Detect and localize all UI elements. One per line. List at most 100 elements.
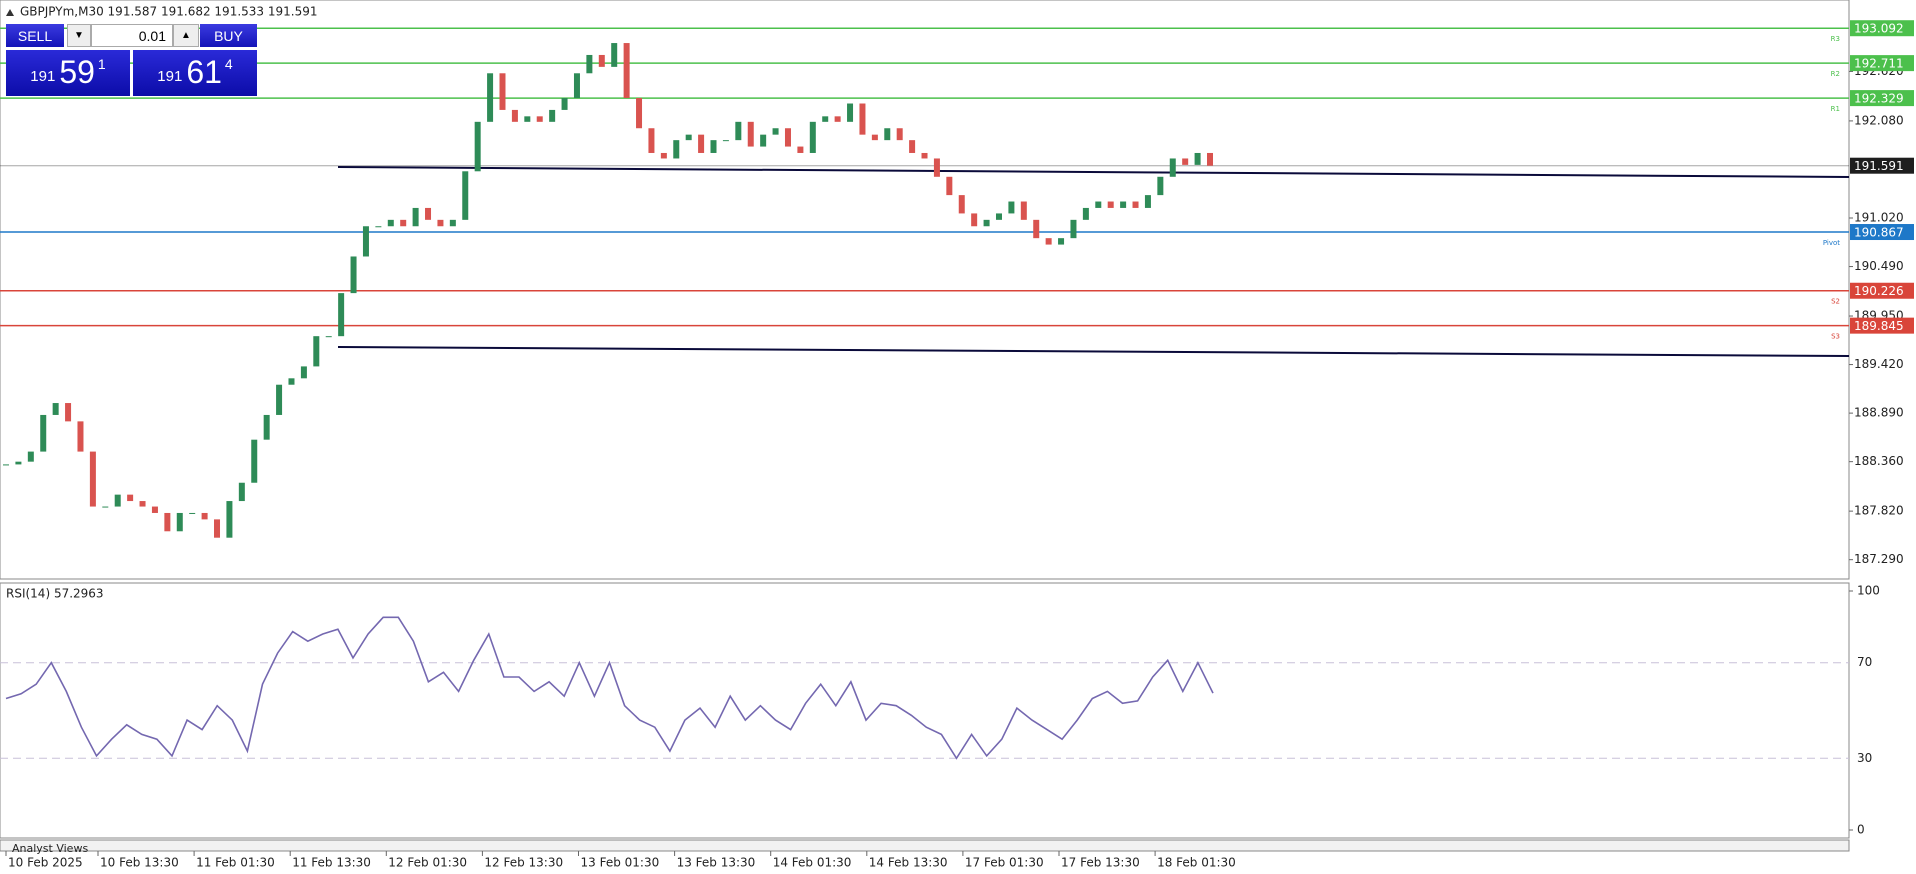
candle xyxy=(896,128,903,141)
candle xyxy=(772,128,779,135)
y-tick-label: 70 xyxy=(1857,655,1872,669)
level-tag-label: 190.226 xyxy=(1854,284,1904,298)
candle xyxy=(487,73,494,122)
price-small: 1 xyxy=(97,56,106,72)
rsi-line xyxy=(5,616,1214,760)
symbol-info: GBPJPYm,M30 191.587 191.682 191.533 191.… xyxy=(20,5,318,19)
sell-button[interactable]: SELL xyxy=(6,24,64,47)
candle xyxy=(524,116,531,122)
candle xyxy=(710,140,717,153)
level-tag xyxy=(1850,224,1914,241)
price-main: 59 xyxy=(59,54,95,90)
trend-line xyxy=(337,346,1850,357)
candle xyxy=(350,256,357,294)
candle xyxy=(214,519,221,538)
price-panel-border xyxy=(0,0,1850,580)
candle xyxy=(784,128,791,147)
candle xyxy=(809,121,816,153)
candle xyxy=(760,134,767,147)
candle xyxy=(722,140,729,142)
level-tag-label: 192.329 xyxy=(1854,92,1904,106)
x-tick-label: 11 Feb 13:30 xyxy=(292,856,371,870)
candle xyxy=(1070,219,1077,239)
candle xyxy=(276,384,283,415)
collapse-icon[interactable] xyxy=(6,9,14,16)
candle xyxy=(660,152,667,159)
candle xyxy=(15,461,22,465)
level-tag xyxy=(1850,157,1914,174)
level-tag xyxy=(1850,282,1914,299)
candle xyxy=(1107,201,1114,208)
y-tick-label: 187.820 xyxy=(1854,504,1904,518)
level-name: S2 xyxy=(1831,298,1840,306)
candle xyxy=(971,213,978,227)
sell-price[interactable]: 191 59 1 xyxy=(6,50,130,96)
y-tick-label: 30 xyxy=(1857,751,1872,765)
candle xyxy=(1033,219,1040,239)
price-big: 191 xyxy=(30,68,56,85)
candle xyxy=(89,451,96,507)
candle xyxy=(139,501,146,507)
candle xyxy=(425,207,432,220)
x-tick-label: 14 Feb 01:30 xyxy=(773,856,852,870)
candle xyxy=(586,54,593,74)
candle xyxy=(65,403,72,422)
y-tick-label: 0 xyxy=(1857,823,1865,837)
level-tag-label: 193.092 xyxy=(1854,22,1904,36)
buy-price[interactable]: 191 61 4 xyxy=(133,50,257,96)
candle xyxy=(797,146,804,153)
candle xyxy=(995,213,1002,220)
candle xyxy=(871,134,878,141)
candle xyxy=(362,226,369,257)
level-tag xyxy=(1850,55,1914,72)
candle xyxy=(511,109,518,122)
lot-down[interactable]: ▼ xyxy=(67,24,91,47)
rsi-panel-border xyxy=(0,582,1850,839)
candle xyxy=(611,43,618,67)
level-name: Pivot xyxy=(1823,239,1840,247)
x-tick-label: 10 Feb 2025 xyxy=(8,856,83,870)
analyst-views-tab[interactable]: Analyst Views xyxy=(12,842,88,855)
lot-input[interactable]: 0.01 xyxy=(91,24,173,47)
candle xyxy=(176,512,183,532)
y-tick-label: 187.290 xyxy=(1854,552,1904,566)
candle xyxy=(40,414,47,452)
level-name: R2 xyxy=(1831,70,1840,78)
trend-line xyxy=(337,166,1850,178)
candle xyxy=(573,73,580,99)
candle xyxy=(1207,152,1213,166)
candle xyxy=(648,128,655,153)
candle xyxy=(238,482,245,502)
candle xyxy=(164,512,171,532)
level-name: R1 xyxy=(1831,105,1840,113)
candle xyxy=(1058,238,1065,245)
y-tick-label: 190.490 xyxy=(1854,259,1904,273)
candle xyxy=(201,512,208,520)
x-tick-label: 12 Feb 13:30 xyxy=(484,856,563,870)
candle xyxy=(226,501,233,538)
candle xyxy=(1182,158,1189,165)
x-tick-label: 11 Feb 01:30 xyxy=(196,856,275,870)
candle xyxy=(338,293,345,337)
candle xyxy=(847,103,854,122)
candle xyxy=(549,109,556,122)
candle xyxy=(251,439,258,483)
level-tag xyxy=(1850,90,1914,107)
candle xyxy=(27,451,34,462)
candle xyxy=(822,116,829,122)
candle xyxy=(189,512,196,514)
level-name: R3 xyxy=(1831,35,1840,43)
bottom-tab-strip xyxy=(0,839,1850,852)
candle xyxy=(623,43,630,99)
lot-up[interactable]: ▲ xyxy=(173,24,199,47)
level-tag-label: 191.591 xyxy=(1854,159,1904,173)
x-tick-label: 13 Feb 13:30 xyxy=(677,856,756,870)
x-tick-label: 13 Feb 01:30 xyxy=(581,856,660,870)
candle xyxy=(474,121,481,172)
candle xyxy=(1194,152,1201,165)
candle xyxy=(1120,201,1127,208)
buy-button[interactable]: BUY xyxy=(200,24,257,47)
candle xyxy=(735,121,742,141)
